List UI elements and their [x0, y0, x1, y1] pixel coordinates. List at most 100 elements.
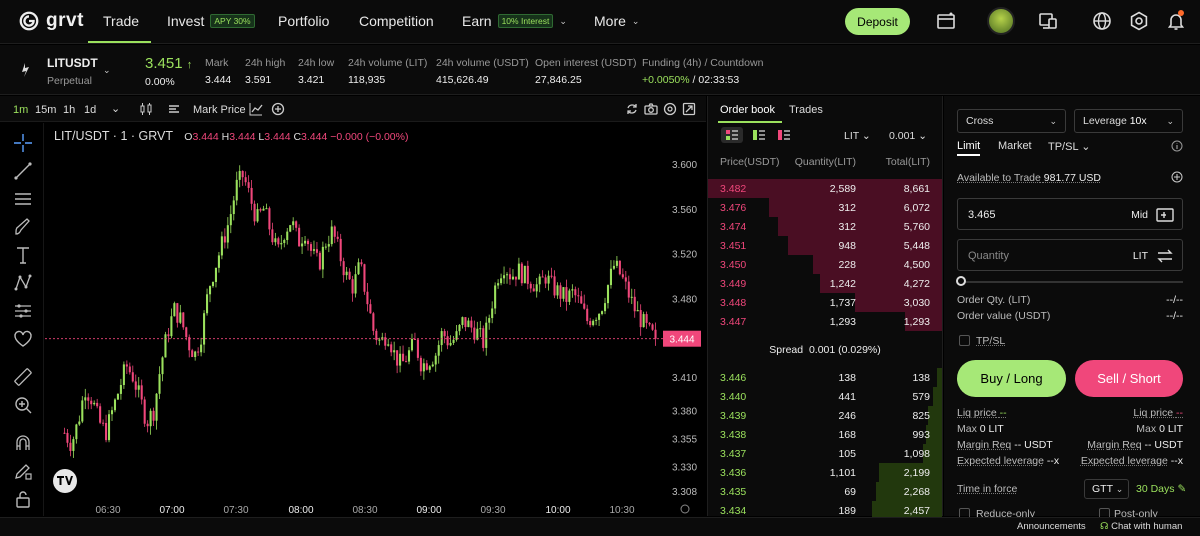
- price-input[interactable]: 3.465 Mid: [957, 198, 1183, 230]
- row-price: 3.436: [720, 467, 747, 479]
- tab-trades[interactable]: Trades: [789, 104, 823, 116]
- bid-row[interactable]: 3.440 441 579: [708, 387, 942, 406]
- add-funds-icon[interactable]: [1171, 171, 1183, 183]
- tpsl-checkbox[interactable]: [959, 335, 970, 346]
- text-icon[interactable]: [13, 245, 33, 265]
- ask-row[interactable]: 3.449 1,242 4,272: [708, 274, 942, 293]
- quantity-unit[interactable]: LIT: [1132, 250, 1148, 262]
- globe-icon[interactable]: [1092, 11, 1112, 31]
- nav-trade[interactable]: Trade: [103, 13, 139, 29]
- interval-1d[interactable]: 1d: [84, 104, 97, 116]
- sell-short-button[interactable]: Sell / Short: [1075, 360, 1183, 397]
- gear-icon[interactable]: [1129, 11, 1149, 31]
- bid-row[interactable]: 3.439 246 825: [708, 406, 942, 425]
- view-both-icon[interactable]: [721, 127, 743, 143]
- magnet-icon[interactable]: [13, 433, 33, 453]
- candle-body: [384, 337, 387, 346]
- tradingview-logo-icon[interactable]: [53, 469, 77, 493]
- camera-icon[interactable]: [644, 102, 658, 116]
- trend-line-icon[interactable]: [13, 161, 33, 181]
- nav-earn[interactable]: Earn 10% Interest ⌄: [462, 13, 567, 29]
- price-chart[interactable]: 3.600 3.560 3.520 3.480 3.410 3.380 3.355 3.330…: [45, 123, 705, 516]
- ask-row[interactable]: 3.482 2,589 8,661: [708, 179, 942, 198]
- nav-competition[interactable]: Competition: [359, 13, 434, 29]
- tab-tpsl[interactable]: TP/SL ⌄: [1048, 140, 1090, 153]
- price-type-selector[interactable]: Mark Price: [193, 104, 246, 116]
- interval-1h[interactable]: 1h: [63, 104, 76, 116]
- bid-row[interactable]: 3.446 138 138: [708, 368, 942, 387]
- bid-row[interactable]: 3.436 1,101 2,199: [708, 463, 942, 482]
- candle: [606, 284, 610, 309]
- candle-type-icon[interactable]: [139, 102, 153, 116]
- quantity-slider-handle[interactable]: [956, 276, 966, 286]
- chevron-down-icon[interactable]: ⌄: [111, 103, 121, 115]
- chevron-down-icon[interactable]: ⌄: [103, 65, 111, 75]
- lock-icon[interactable]: [13, 489, 33, 509]
- interval-1m[interactable]: 1m: [13, 104, 29, 116]
- nav-invest[interactable]: Invest APY 30%: [167, 13, 255, 29]
- refresh-icon[interactable]: [625, 102, 639, 116]
- candle-body: [505, 274, 509, 276]
- axis-settings-icon[interactable]: [680, 504, 690, 514]
- mid-button[interactable]: Mid: [1131, 209, 1148, 221]
- deposit-button[interactable]: Deposit: [845, 8, 910, 35]
- nav-portfolio[interactable]: Portfolio: [278, 13, 329, 29]
- indicators-icon[interactable]: [167, 102, 181, 116]
- ask-row[interactable]: 3.476 312 6,072: [708, 198, 942, 217]
- grvt-logo[interactable]: grvt: [18, 10, 84, 32]
- settings-icon[interactable]: [663, 102, 677, 116]
- tab-limit[interactable]: Limit: [957, 140, 981, 152]
- bid-row[interactable]: 3.437 105 1,098: [708, 444, 942, 463]
- zoom-in-icon[interactable]: [13, 395, 33, 415]
- tick-selector[interactable]: 0.001 ⌄: [889, 130, 927, 142]
- devices-icon[interactable]: [1038, 11, 1058, 31]
- ask-row[interactable]: 3.451 948 5,448: [708, 236, 942, 255]
- tif-days[interactable]: 30 Days ✎: [1136, 483, 1186, 495]
- bell-icon[interactable]: [1166, 11, 1186, 31]
- bid-row[interactable]: 3.438 168 993: [708, 425, 942, 444]
- brush-icon[interactable]: [13, 217, 33, 237]
- tab-market[interactable]: Market: [998, 140, 1032, 152]
- pencil-lock-icon[interactable]: [13, 461, 33, 481]
- bid-row[interactable]: 3.434 189 2,457: [708, 501, 942, 520]
- candle: [363, 263, 366, 295]
- leverage-select[interactable]: Leverage 10x ⌄: [1074, 109, 1183, 133]
- quantity-slider-track[interactable]: [961, 281, 1183, 283]
- swap-icon[interactable]: [1156, 248, 1174, 264]
- add-indicator-icon[interactable]: [271, 102, 285, 116]
- chat-button[interactable]: ☊ Chat with human: [1100, 521, 1182, 532]
- line-chart-icon[interactable]: [249, 102, 263, 116]
- stat-mark: Mark 3.444: [205, 57, 231, 86]
- wallet-icon[interactable]: [936, 11, 956, 31]
- nav-more[interactable]: More ⌄: [594, 13, 639, 29]
- ruler-icon[interactable]: [13, 367, 33, 387]
- view-asks-icon[interactable]: [773, 127, 795, 143]
- interval-15m[interactable]: 15m: [35, 104, 57, 116]
- mid-price-icon[interactable]: [1156, 207, 1174, 223]
- ask-row[interactable]: 3.474 312 5,760: [708, 217, 942, 236]
- announcements-link[interactable]: Announcements: [1017, 521, 1086, 532]
- crosshair-icon[interactable]: [13, 133, 33, 153]
- horizontal-lines-icon[interactable]: [13, 189, 33, 209]
- market-symbol[interactable]: LITUSDT: [47, 56, 98, 70]
- candle: [455, 324, 458, 342]
- view-bids-icon[interactable]: [748, 127, 770, 143]
- buy-long-button[interactable]: Buy / Long: [957, 360, 1066, 397]
- margin-mode-select[interactable]: Cross ⌄: [957, 109, 1066, 133]
- fullscreen-icon[interactable]: [682, 102, 696, 116]
- bid-row[interactable]: 3.435 69 2,268: [708, 482, 942, 501]
- avatar[interactable]: [987, 7, 1015, 35]
- heart-icon[interactable]: [13, 329, 33, 349]
- info-icon[interactable]: [1171, 140, 1183, 152]
- unit-selector[interactable]: LIT ⌄: [844, 130, 871, 142]
- time-in-force-select[interactable]: GTT ⌄: [1084, 479, 1129, 499]
- measure-lines-icon[interactable]: [13, 301, 33, 321]
- row-total: 5,760: [903, 221, 930, 233]
- quantity-input[interactable]: Quantity LIT: [957, 239, 1183, 271]
- tab-order-book[interactable]: Order book: [720, 104, 776, 116]
- pattern-icon[interactable]: [13, 273, 33, 293]
- ask-row[interactable]: 3.448 1,737 3,030: [708, 293, 942, 312]
- ask-row[interactable]: 3.447 1,293 1,293: [708, 312, 942, 331]
- candlestick-chart[interactable]: 3.600 3.560 3.520 3.480 3.410 3.380 3.355 3.330…: [45, 123, 705, 516]
- ask-row[interactable]: 3.450 228 4,500: [708, 255, 942, 274]
